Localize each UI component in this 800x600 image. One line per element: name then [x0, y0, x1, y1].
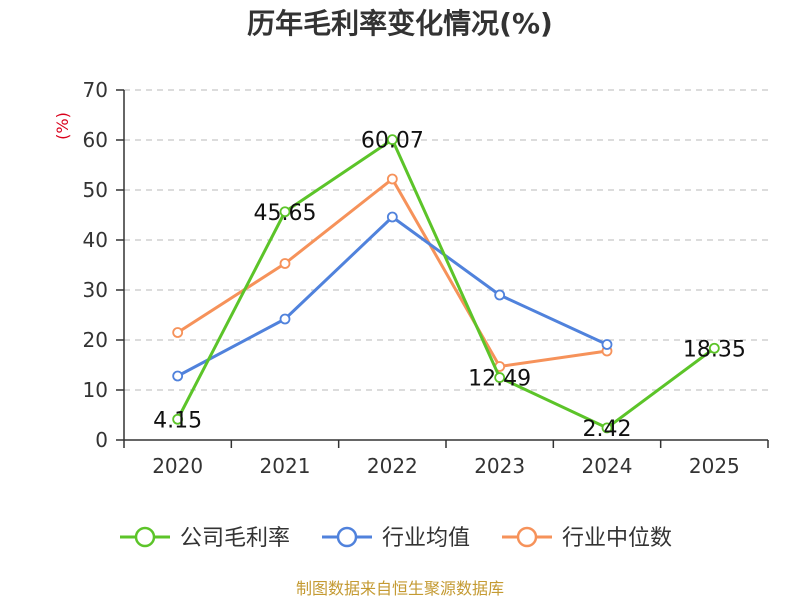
data-point [601, 339, 613, 350]
y-tick-label: 40 [83, 228, 108, 252]
data-labels: 4.15 45.65 60.07 12.49 2.42 18.35 [153, 129, 746, 442]
data-point [172, 413, 184, 425]
y-tick-label: 20 [83, 328, 108, 352]
y-tick-label: 10 [83, 378, 108, 402]
legend-label: 公司毛利率 [180, 526, 290, 551]
x-tick-label: 2020 [152, 454, 203, 478]
series-group [172, 134, 720, 434]
data-point [279, 258, 291, 269]
data-point [172, 327, 184, 338]
data-label: 4.15 [153, 408, 202, 433]
data-label: 60.07 [361, 129, 424, 154]
series-line [176, 177, 608, 368]
source-note: 制图数据来自恒生聚源数据库 [296, 579, 504, 598]
y-axis-label: (%) [53, 112, 72, 140]
legend-swatch-marker [516, 526, 538, 548]
y-tick-label: 70 [83, 78, 108, 102]
data-point [494, 372, 506, 383]
legend-swatch-marker [134, 526, 156, 548]
data-label: 45.65 [254, 201, 317, 226]
data-point [708, 342, 720, 354]
legend-label: 行业均值 [382, 526, 470, 551]
x-tick-label: 2021 [260, 454, 311, 478]
legend-label: 行业中位数 [562, 526, 672, 551]
y-tick-label: 30 [83, 278, 108, 302]
legend-swatch-marker [336, 526, 358, 548]
data-label: 18.35 [683, 337, 746, 362]
data-point [386, 173, 398, 185]
data-point [386, 211, 398, 223]
x-tick-label: 2025 [689, 454, 740, 478]
series-line [176, 138, 716, 430]
axes: 0 10 20 30 40 50 60 70 2020 2021 2022 2023 2024 2025 [83, 78, 769, 478]
x-tick-label: 2022 [367, 454, 418, 478]
data-point [494, 289, 506, 301]
y-tick-label: 60 [83, 128, 108, 152]
data-label: 2.42 [583, 417, 632, 442]
grid-lines [124, 89, 768, 391]
x-tick-label: 2024 [582, 454, 633, 478]
data-point [172, 370, 184, 382]
data-point [386, 134, 398, 146]
data-label: 12.49 [468, 367, 531, 392]
chart-title: 历年毛利率变化情况(%) [247, 7, 553, 40]
data-point [279, 206, 291, 218]
y-tick-label: 0 [95, 428, 108, 452]
legend: 公司毛利率 行业均值 行业中位数 [120, 526, 672, 551]
y-tick-label: 50 [83, 178, 108, 202]
data-point [279, 313, 291, 325]
x-tick-label: 2023 [474, 454, 525, 478]
data-point [601, 422, 613, 434]
